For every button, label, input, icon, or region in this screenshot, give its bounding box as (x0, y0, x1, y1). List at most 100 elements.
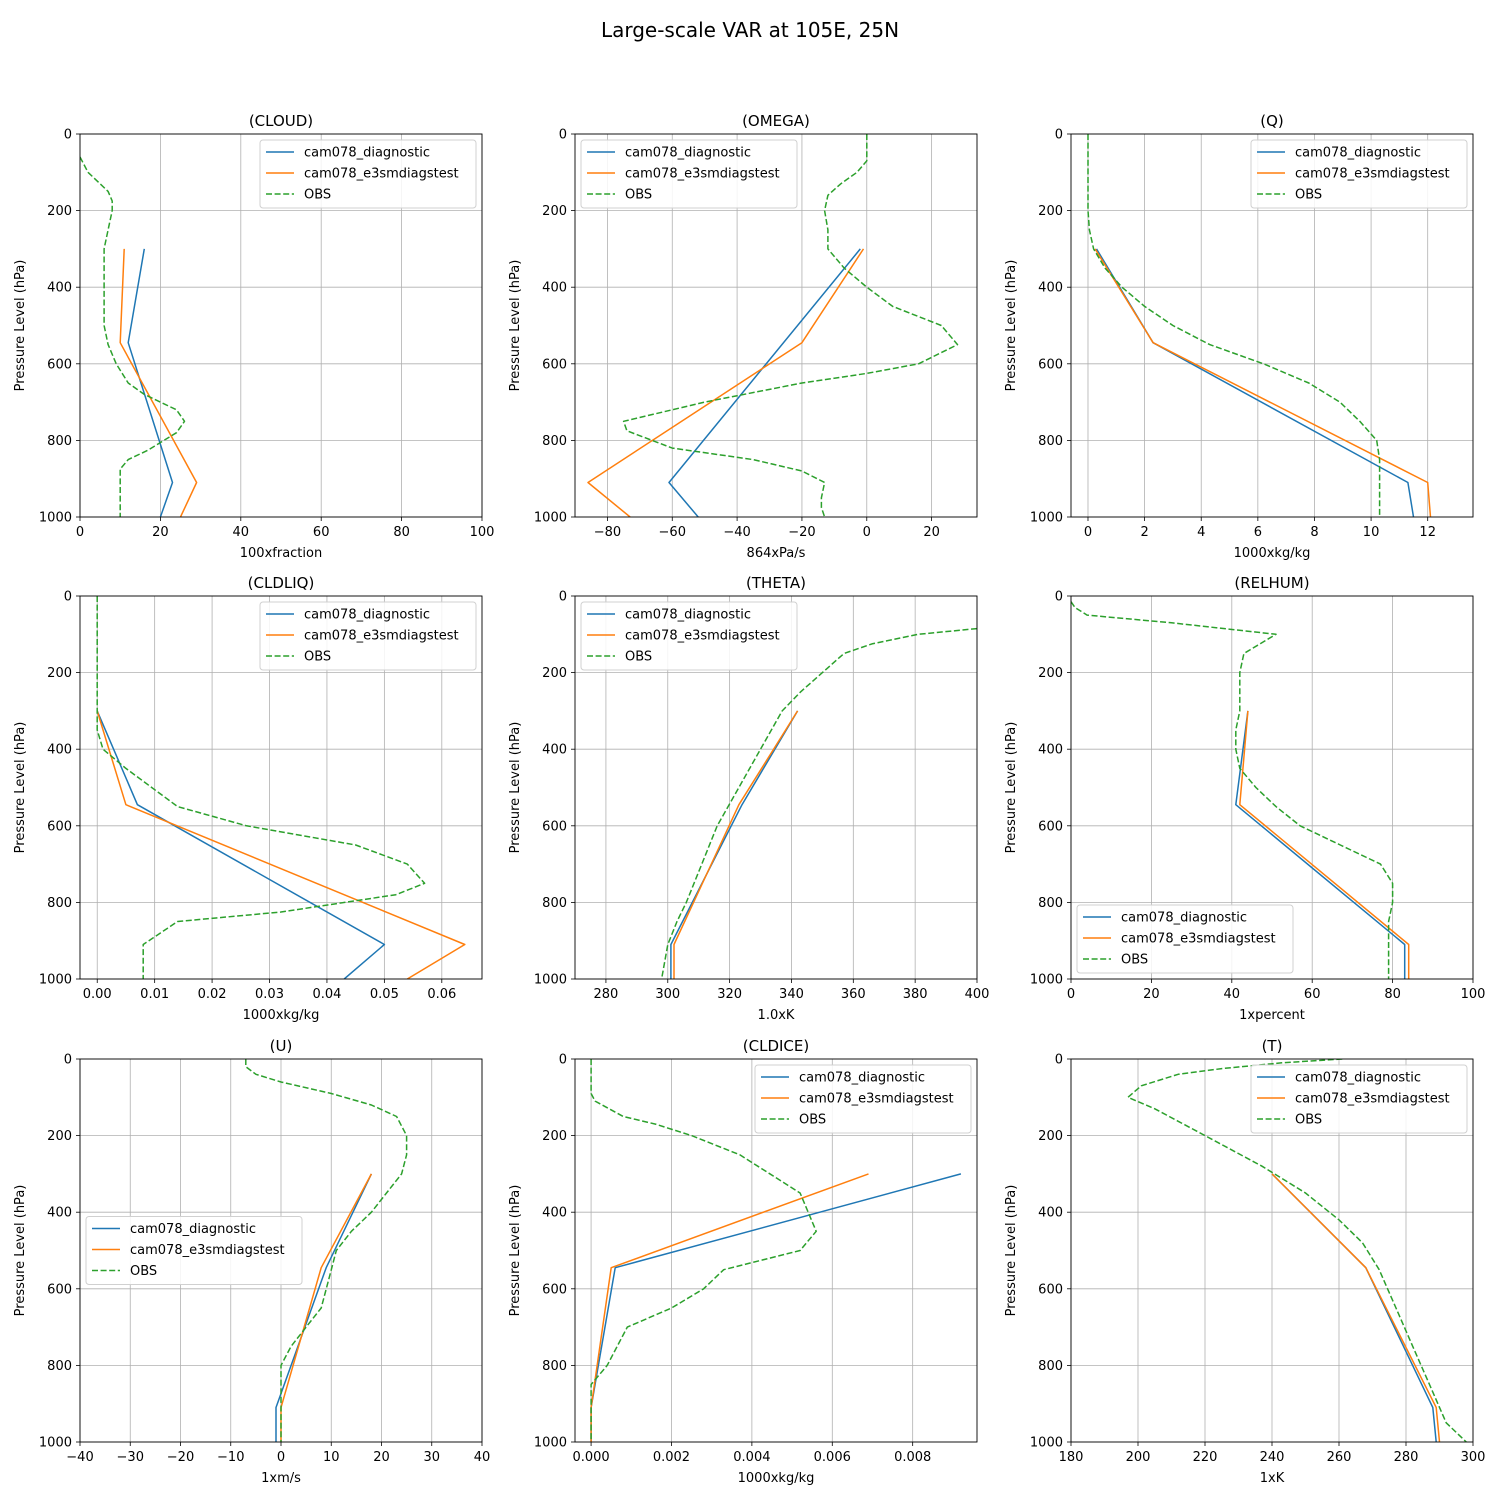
x-tick-label: 8 (1310, 525, 1318, 540)
y-tick-label: 1000 (1030, 511, 1063, 526)
x-axis-label: 1000xkg/kg (738, 1471, 815, 1486)
y-tick-label: 600 (1038, 819, 1063, 834)
panel-title: (OMEGA) (742, 112, 810, 130)
y-tick-label: 400 (542, 743, 567, 758)
x-tick-label: 340 (779, 987, 804, 1002)
series-line-obs (80, 156, 186, 517)
x-tick-label: 0.04 (312, 987, 341, 1002)
x-tick-label: 200 (1126, 1450, 1151, 1465)
legend-box (259, 601, 477, 671)
series-line-cam078_e3smdiagstest (1271, 1173, 1441, 1442)
panel-cloud: 0 20 40 60 80 10002004006008001000(CLOUD)100x… (13, 112, 494, 561)
x-tick-label: −20 (167, 1450, 194, 1465)
x-tick-label: −60 (659, 525, 686, 540)
x-tick-label: −10 (217, 1450, 244, 1465)
y-tick-label: 600 (47, 819, 72, 834)
panel-title: (THETA) (746, 574, 806, 592)
y-tick-label: 1000 (534, 511, 567, 526)
legend-label-obs: OBS (1121, 953, 1148, 968)
y-tick-label: 800 (542, 896, 567, 911)
series-line-obs (1087, 134, 1381, 517)
x-tick-label: 260 (1327, 1450, 1352, 1465)
y-axis-label: Pressure Level (hPa) (1004, 260, 1019, 392)
x-tick-label: 100 (470, 525, 495, 540)
y-tick-label: 0 (559, 128, 567, 143)
y-tick-label: 600 (1038, 357, 1063, 372)
legend-label-cam078_e3smdiagstest: cam078_e3smdiagstest (799, 1092, 954, 1107)
panel-title: (T) (1262, 1037, 1283, 1055)
axes-frame (1070, 595, 1474, 980)
y-tick-label: 200 (542, 666, 567, 681)
y-tick-label: 800 (1038, 1359, 1063, 1374)
x-axis-label: 1000xkg/kg (243, 1008, 320, 1023)
y-tick-label: 1000 (39, 973, 72, 988)
x-tick-label: 0.01 (140, 987, 169, 1002)
x-axis-label: 100xfraction (240, 546, 322, 561)
legend-label-cam078_e3smdiagstest: cam078_e3smdiagstest (1295, 167, 1450, 182)
y-tick-label: 400 (542, 1206, 567, 1221)
x-tick-label: 40 (233, 525, 250, 540)
legend-label-cam078_diagnostic: cam078_diagnostic (1121, 911, 1247, 926)
y-tick-label: 200 (1038, 204, 1063, 219)
x-tick-label: −40 (723, 525, 750, 540)
series-line-cam078_e3smdiagstest (1094, 248, 1432, 517)
series-line-cam078_e3smdiagstest (96, 710, 466, 979)
figure-title: Large-scale VAR at 105E, 25N (601, 18, 899, 42)
legend-label-obs: OBS (1295, 188, 1322, 203)
y-axis-label: Pressure Level (hPa) (13, 1185, 28, 1317)
legend-label-cam078_diagnostic: cam078_diagnostic (625, 146, 751, 161)
y-tick-label: 800 (47, 896, 72, 911)
legend-box (580, 139, 798, 209)
legend-label-cam078_diagnostic: cam078_diagnostic (799, 1071, 925, 1086)
x-tick-label: 0.002 (653, 1450, 690, 1465)
y-tick-label: 600 (47, 357, 72, 372)
legend-label-cam078_e3smdiagstest: cam078_e3smdiagstest (1295, 1092, 1450, 1107)
legend-box (85, 1216, 303, 1285)
y-tick-label: 800 (542, 1359, 567, 1374)
series-line-cam078_e3smdiagstest (119, 248, 198, 517)
legend-label-obs: OBS (304, 188, 331, 203)
y-axis-label: Pressure Level (hPa) (13, 260, 28, 392)
y-tick-label: 0 (559, 590, 567, 605)
x-tick-label: 180 (1059, 1450, 1084, 1465)
x-tick-label: 10 (1363, 525, 1380, 540)
y-tick-label: 0 (64, 590, 72, 605)
panel-title: (Q) (1260, 112, 1284, 130)
x-axis-label: 1xK (1260, 1471, 1285, 1486)
y-tick-label: 800 (1038, 896, 1063, 911)
x-tick-label: 0.00 (83, 987, 112, 1002)
x-tick-label: 0 (76, 525, 84, 540)
y-axis-label: Pressure Level (hPa) (1004, 1185, 1019, 1317)
y-tick-label: 1000 (534, 1436, 567, 1451)
axes-frame (79, 595, 483, 980)
y-tick-label: 800 (47, 434, 72, 449)
series-line-cam078_e3smdiagstest (587, 248, 865, 517)
y-tick-label: 0 (1055, 590, 1063, 605)
panel-theta: 280 300 320 340 360 380 400 0 200 400 600 800 1000 (T… (508, 574, 989, 1023)
y-tick-label: 400 (47, 281, 72, 296)
legend-label-obs: OBS (625, 650, 652, 665)
panel-u: −40 −30 −20 −10 0 10 20 30 4002004006008001000(U… (13, 1037, 490, 1486)
y-tick-label: 1000 (39, 1436, 72, 1451)
x-tick-label: 20 (152, 525, 169, 540)
legend-label-cam078_diagnostic: cam078_diagnostic (1295, 1071, 1421, 1086)
series-line-cam078_e3smdiagstest (673, 710, 799, 979)
x-tick-label: 360 (841, 987, 866, 1002)
y-tick-label: 1000 (534, 973, 567, 988)
legend-label-cam078_e3smdiagstest: cam078_e3smdiagstest (625, 167, 780, 182)
x-tick-label: −20 (788, 525, 815, 540)
legend-box (580, 601, 798, 671)
y-axis-label: Pressure Level (hPa) (508, 1185, 523, 1317)
x-tick-label: −40 (66, 1450, 93, 1465)
axes-frame (574, 1058, 978, 1443)
series-line-obs (622, 134, 959, 517)
panel-t: 180 200 220 240 260 280 300 0 200 400 600 800 1000 (T… (1004, 1037, 1485, 1486)
x-tick-label: 10 (323, 1450, 340, 1465)
y-tick-label: 800 (1038, 434, 1063, 449)
x-tick-label: 20 (373, 1450, 390, 1465)
legend-label-cam078_e3smdiagstest: cam078_e3smdiagstest (304, 629, 459, 644)
series-line-obs (1071, 601, 1394, 979)
x-tick-label: 280 (1394, 1450, 1419, 1465)
x-axis-label: 1xm/s (261, 1471, 301, 1486)
